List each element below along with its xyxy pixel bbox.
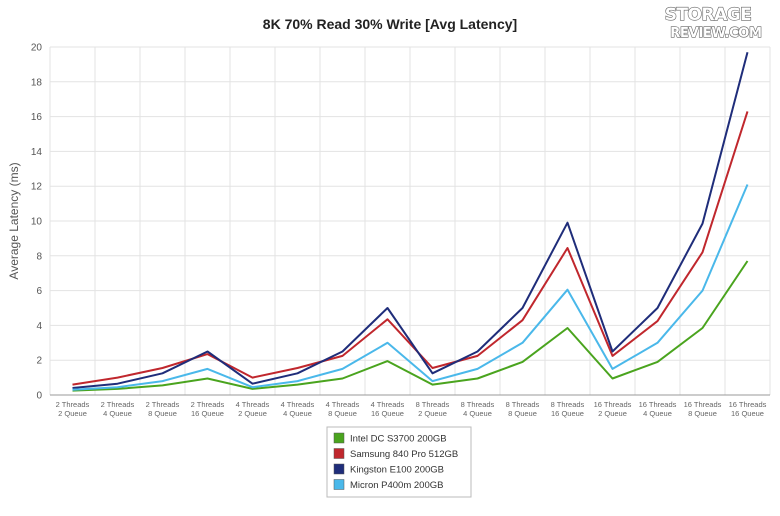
logo-line-2: REVIEW.COM xyxy=(670,26,761,41)
series-line-0 xyxy=(72,260,749,392)
x-tick-label-line1: 4 Threads xyxy=(326,400,360,409)
y-tick-label: 10 xyxy=(31,217,43,228)
x-tick-label-line2: 8 Queue xyxy=(688,409,717,418)
legend-label: Intel DC S3700 200GB xyxy=(350,434,447,445)
x-tick-label-line1: 2 Threads xyxy=(56,400,90,409)
legend-label: Micron P400m 200GB xyxy=(350,480,443,491)
legend-swatch xyxy=(333,463,345,475)
x-tick-label-line1: 16 Threads xyxy=(684,400,722,409)
x-tick-label-line1: 16 Threads xyxy=(639,400,677,409)
storagereview-logo: STORAGE REVIEW.COM xyxy=(664,4,763,41)
y-tick-label: 20 xyxy=(31,43,43,54)
x-tick-label-line2: 4 Queue xyxy=(103,409,132,418)
x-tick-label-line2: 16 Queue xyxy=(551,409,584,418)
y-tick-label: 14 xyxy=(31,147,43,158)
y-tick-label: 12 xyxy=(31,182,43,193)
y-tick-label: 18 xyxy=(31,77,43,88)
x-tick-label-line1: 8 Threads xyxy=(506,400,540,409)
legend-label: Samsung 840 Pro 512GB xyxy=(350,449,458,460)
x-tick-label-line1: 2 Threads xyxy=(191,400,225,409)
x-tick-label-line2: 16 Queue xyxy=(371,409,404,418)
logo-line-1: STORAGE xyxy=(665,5,752,25)
x-tick-label-line2: 16 Queue xyxy=(731,409,764,418)
x-tick-label-line2: 8 Queue xyxy=(328,409,357,418)
series-line-2 xyxy=(72,51,749,389)
y-tick-label: 2 xyxy=(36,356,42,367)
x-tick-label-line1: 4 Threads xyxy=(236,400,270,409)
y-tick-label: 4 xyxy=(36,321,42,332)
x-tick-label-line1: 2 Threads xyxy=(101,400,135,409)
legend-swatch xyxy=(333,448,345,459)
y-axis-ticks: 0 2 4 6 8 10 12 14 16 18 20 xyxy=(31,43,43,402)
x-tick-label-line1: 8 Threads xyxy=(461,400,495,409)
legend-swatch xyxy=(333,432,345,444)
legend-label: Kingston E100 200GB xyxy=(350,465,444,476)
x-tick-label-line1: 16 Threads xyxy=(594,400,632,409)
y-tick-label: 16 xyxy=(31,112,43,123)
x-tick-label-line2: 4 Queue xyxy=(463,409,492,418)
x-tick-label-line2: 16 Queue xyxy=(191,409,224,418)
x-tick-label-line1: 16 Threads xyxy=(729,400,767,409)
y-tick-label: 0 xyxy=(36,391,42,402)
y-tick-label: 8 xyxy=(36,251,42,262)
x-tick-label-line2: 4 Queue xyxy=(643,409,672,418)
x-tick-label-line1: 4 Threads xyxy=(281,400,315,409)
y-axis-label: Average Latency (ms) xyxy=(7,162,21,279)
x-tick-label-line1: 2 Threads xyxy=(146,400,180,409)
x-tick-label-line2: 2 Queue xyxy=(238,409,267,418)
series-lines xyxy=(72,51,749,392)
legend-swatch xyxy=(333,479,345,490)
x-tick-label-line2: 2 Queue xyxy=(418,409,447,418)
gridlines xyxy=(49,46,771,395)
x-tick-label-line2: 2 Queue xyxy=(58,409,87,418)
series-line-1 xyxy=(72,111,749,386)
x-tick-label-line2: 2 Queue xyxy=(598,409,627,418)
legend: Intel DC S3700 200GB Samsung 840 Pro 512G… xyxy=(326,426,472,498)
x-tick-label-line1: 8 Threads xyxy=(551,400,585,409)
x-tick-label-line2: 8 Queue xyxy=(148,409,177,418)
legend-box xyxy=(326,426,472,498)
x-tick-label-line1: 4 Threads xyxy=(371,400,405,409)
y-tick-label: 6 xyxy=(36,286,42,297)
series-line-3 xyxy=(72,184,749,391)
x-tick-label-line2: 8 Queue xyxy=(508,409,537,418)
x-tick-label-line1: 8 Threads xyxy=(416,400,450,409)
chart-title: 8K 70% Read 30% Write [Avg Latency] xyxy=(263,16,517,32)
x-tick-label-line2: 4 Queue xyxy=(283,409,312,418)
